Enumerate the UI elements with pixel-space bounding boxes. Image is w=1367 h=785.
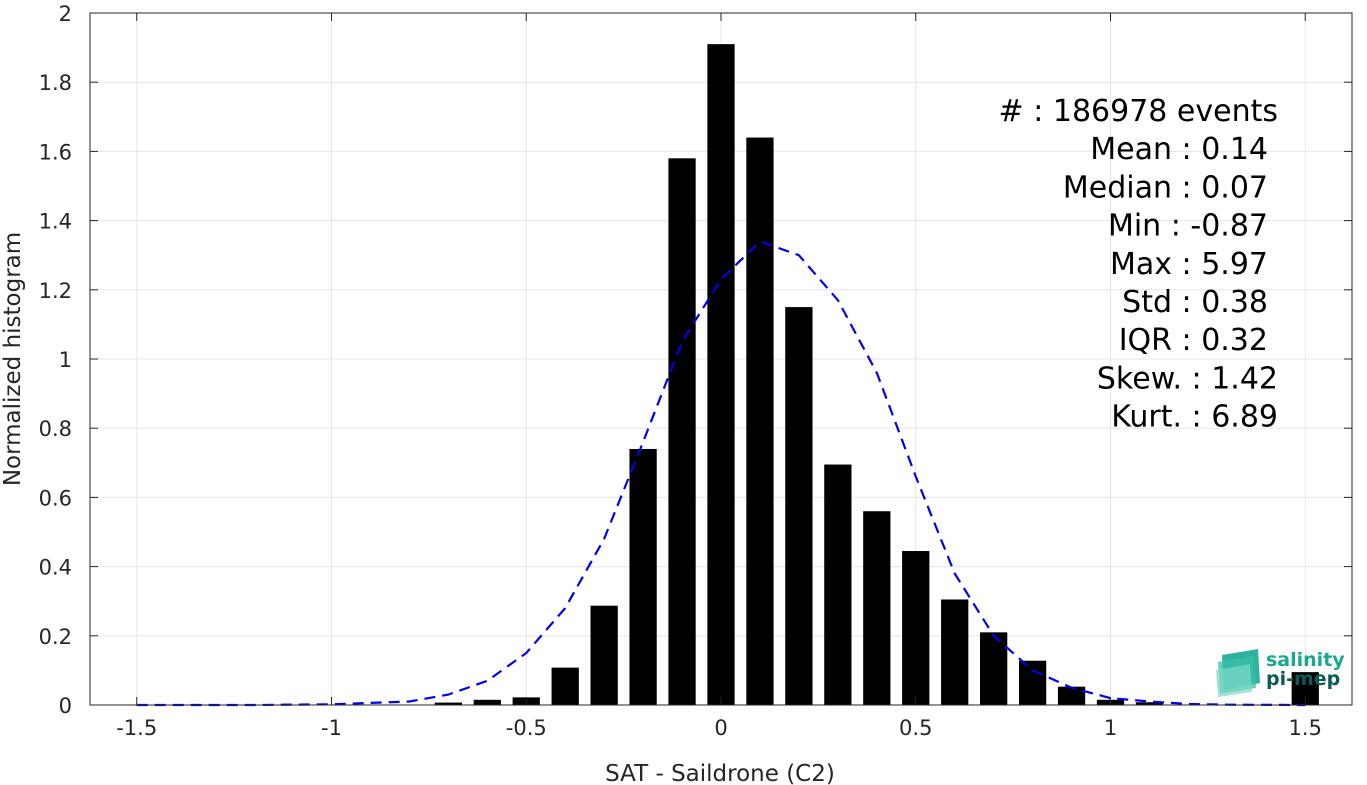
histogram-bar: [590, 605, 618, 705]
x-tick-label: -0.5: [506, 716, 547, 740]
stat-line: Min : -0.87: [1108, 209, 1268, 244]
stat-line: Mean : 0.14: [1090, 132, 1268, 167]
x-tick-label: 1: [1104, 716, 1117, 740]
logo-mark-icon: [1216, 649, 1260, 697]
y-tick-label: 0: [59, 694, 72, 718]
stat-line: Kurt. : 6.89: [1111, 400, 1278, 435]
histogram-bar: [746, 137, 774, 705]
salinity-pi-mep-logo: salinity pi-mep: [1216, 649, 1345, 697]
histogram-bar: [785, 307, 813, 705]
histogram-bar: [824, 464, 852, 705]
histogram-bar: [902, 551, 930, 705]
stat-line: # : 186978 events: [999, 94, 1278, 129]
x-axis-ticks: -1.5 -1 -0.5 0 0.5 1 1.5: [116, 13, 1322, 740]
x-tick-label: -1: [321, 716, 342, 740]
x-tick-label: 1.5: [1289, 716, 1322, 740]
y-axis-ticks: 0 0.2 0.4 0.6 0.8 1 1.2 1.4 1.6 1.8 2: [39, 2, 1352, 718]
histogram-bar: [941, 599, 969, 705]
histogram-bar: [434, 702, 462, 705]
y-tick-label: 1: [59, 348, 72, 372]
x-tick-label: 0.5: [899, 716, 932, 740]
y-tick-label: 1.8: [39, 71, 72, 95]
y-tick-label: 2: [59, 2, 72, 26]
y-tick-label: 1.2: [39, 279, 72, 303]
logo-line1: salinity: [1266, 649, 1345, 671]
histogram-bar: [629, 448, 657, 705]
histogram-bar: [1057, 686, 1086, 705]
histogram-bar: [668, 158, 696, 705]
histogram-bar: [707, 44, 735, 705]
histogram-bar: [1135, 702, 1164, 705]
stat-line: IQR : 0.32: [1119, 323, 1268, 358]
stat-line: Median : 0.07: [1063, 170, 1268, 205]
histogram-bar: [473, 699, 501, 705]
histogram-bar: [1018, 660, 1047, 705]
x-axis-label: SAT - Saildrone (C2): [605, 761, 835, 785]
y-tick-label: 1.4: [39, 210, 72, 234]
y-tick-label: 1.6: [39, 140, 72, 164]
x-tick-label: -1.5: [116, 716, 157, 740]
histogram-bar: [980, 632, 1008, 705]
y-axis-label: Normalized histogram: [0, 232, 26, 486]
stat-line: Max : 5.97: [1110, 247, 1268, 282]
y-tick-label: 0.2: [39, 625, 72, 649]
histogram-bars: [434, 44, 1319, 705]
y-tick-label: 0.6: [39, 486, 72, 510]
stat-line: Skew. : 1.42: [1097, 361, 1278, 396]
logo-line2: pi-mep: [1266, 668, 1340, 690]
histogram-bar: [551, 667, 579, 705]
y-tick-label: 0.8: [39, 417, 72, 441]
x-tick-label: 0: [714, 716, 727, 740]
gaussian-fit-line: [136, 240, 1306, 707]
y-tick-label: 0.4: [39, 556, 72, 580]
histogram-bar: [863, 511, 891, 705]
stat-line: Std : 0.38: [1122, 285, 1268, 320]
